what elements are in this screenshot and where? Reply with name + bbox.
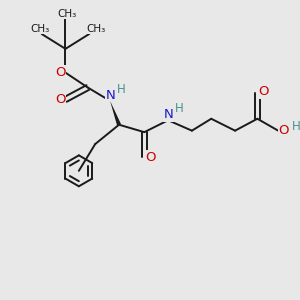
Text: O: O: [278, 124, 289, 137]
Text: O: O: [55, 66, 65, 79]
Text: O: O: [146, 151, 156, 164]
Text: O: O: [55, 93, 65, 106]
Text: N: N: [106, 89, 116, 102]
Text: CH₃: CH₃: [57, 9, 76, 19]
Text: H: H: [292, 120, 300, 133]
Text: H: H: [175, 102, 184, 115]
Text: CH₃: CH₃: [31, 24, 50, 34]
Text: CH₃: CH₃: [86, 24, 105, 34]
Polygon shape: [110, 101, 121, 125]
Text: N: N: [164, 108, 174, 122]
Text: O: O: [259, 85, 269, 98]
Text: H: H: [117, 82, 126, 95]
